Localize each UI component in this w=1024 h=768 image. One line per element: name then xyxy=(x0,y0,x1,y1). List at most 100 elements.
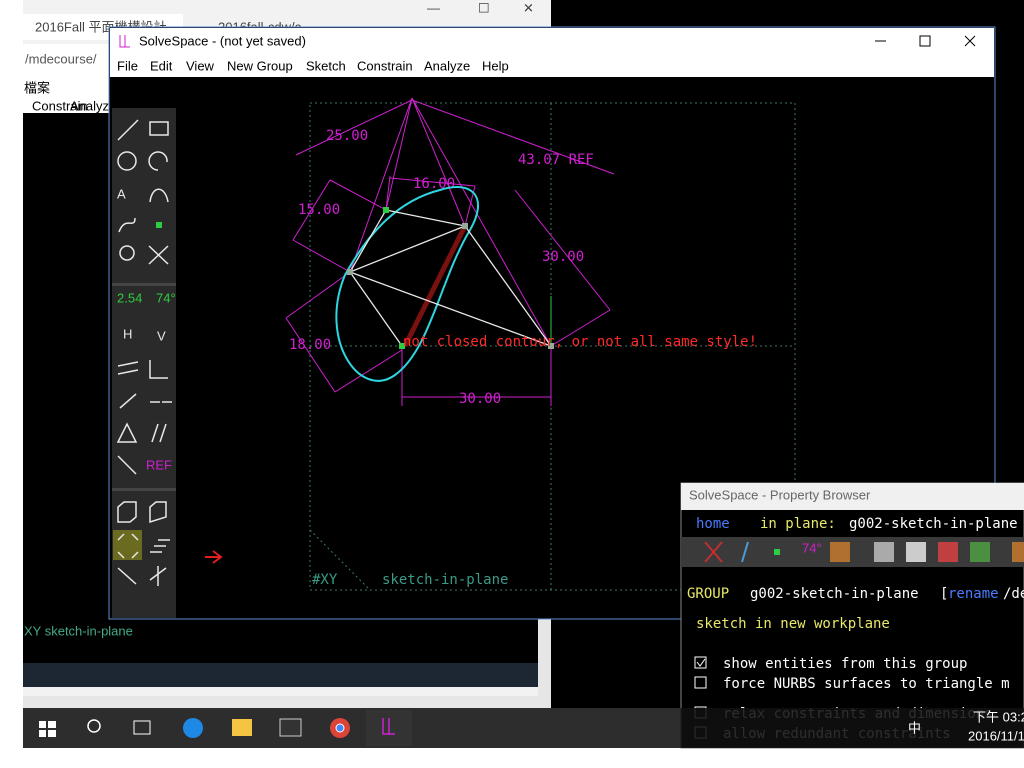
pb-icon[interactable] xyxy=(741,541,749,563)
title-bar xyxy=(110,28,994,55)
pb-icon[interactable] xyxy=(906,542,926,562)
cmd-icon[interactable] xyxy=(279,718,302,737)
menu-item[interactable]: Edit xyxy=(150,58,173,73)
pb-icon[interactable] xyxy=(938,542,958,562)
pb-icon[interactable] xyxy=(874,542,894,562)
tool-angle[interactable]: 74° xyxy=(156,290,176,305)
error-message: not closed contour, or not all same styl… xyxy=(403,334,757,350)
menu-item[interactable]: Constrain xyxy=(357,58,413,73)
tool-nearest-iso[interactable] xyxy=(117,533,139,559)
tool-ref[interactable]: REF xyxy=(146,457,172,472)
tool-rect[interactable] xyxy=(149,121,169,136)
check xyxy=(696,658,706,667)
embedded-status: XY sketch-in-plane xyxy=(24,623,133,638)
address[interactable]: /mdecourse/ xyxy=(25,51,97,66)
pb-option[interactable]: show entities from this group xyxy=(723,656,967,672)
minimize[interactable]: — xyxy=(427,0,440,15)
mini-menu: Analyze xyxy=(70,98,116,113)
pb-icon[interactable] xyxy=(970,542,990,562)
clock-time[interactable]: 下午 03:2 xyxy=(973,709,1024,724)
point[interactable] xyxy=(462,223,468,229)
maximize[interactable]: ☐ xyxy=(478,0,490,15)
close[interactable]: ✕ xyxy=(523,0,534,15)
checkbox[interactable] xyxy=(694,676,707,689)
tool-construction[interactable] xyxy=(119,245,135,261)
dimension: 30.00 xyxy=(459,391,501,407)
pb-rename[interactable]: rename xyxy=(948,586,999,602)
checkbox[interactable] xyxy=(694,656,707,669)
solvespace-window: SolveSpace - (not yet saved) File Edit V… xyxy=(108,26,996,620)
maximize[interactable] xyxy=(919,35,931,47)
point[interactable] xyxy=(399,343,405,349)
pb-title: SolveSpace - Property Browser xyxy=(689,487,871,502)
menu-item[interactable]: Sketch xyxy=(306,58,346,73)
dimension: 25.00 xyxy=(326,128,368,144)
separator xyxy=(112,283,176,286)
start-button[interactable] xyxy=(39,721,56,737)
taskbar: 中 下午 03:2 2016/11/1 xyxy=(23,708,1024,748)
point[interactable] xyxy=(347,269,353,275)
tool-vertical[interactable]: V xyxy=(157,328,166,343)
clock-date[interactable]: 2016/11/1 xyxy=(968,728,1024,743)
task-view[interactable] xyxy=(133,720,151,735)
dimension: 43.07 REF xyxy=(518,152,594,168)
tool-symmetric[interactable] xyxy=(116,422,167,443)
window-title: SolveSpace - (not yet saved) xyxy=(139,33,306,48)
dimension: 15.00 xyxy=(298,202,340,218)
tool-3d[interactable] xyxy=(117,501,167,524)
pb-home[interactable]: home xyxy=(696,516,730,532)
menu-item[interactable]: Help xyxy=(482,58,509,73)
tool-horizontal[interactable]: H xyxy=(123,326,132,341)
tool-rotate[interactable] xyxy=(149,566,167,586)
ime[interactable]: 中 xyxy=(908,720,921,735)
edge-icon[interactable] xyxy=(183,718,203,738)
pb-icon-label[interactable]: 74° xyxy=(802,540,822,555)
tool-line[interactable] xyxy=(117,119,139,141)
tool-point[interactable] xyxy=(156,222,162,228)
pb-icon[interactable] xyxy=(1012,542,1024,562)
curve xyxy=(335,185,480,382)
tool-workplane[interactable] xyxy=(117,567,137,585)
tool-text[interactable]: A xyxy=(117,186,126,201)
tool-split[interactable] xyxy=(148,245,169,265)
pb-icon[interactable] xyxy=(830,542,850,562)
tool-circle[interactable] xyxy=(117,151,137,171)
page-menu[interactable]: 檔案 xyxy=(24,80,50,95)
menu-item[interactable]: Analyze xyxy=(424,58,470,73)
red-arrow xyxy=(205,550,223,564)
search[interactable] xyxy=(87,719,101,733)
menu-bar xyxy=(110,55,994,77)
hscrollbar[interactable] xyxy=(23,696,551,708)
workplane-label: #XY xyxy=(312,572,338,588)
menu-item[interactable]: View xyxy=(186,58,215,73)
tool-step[interactable] xyxy=(150,539,170,553)
explorer-icon[interactable] xyxy=(232,719,252,736)
tool-spline[interactable] xyxy=(118,217,136,233)
tool-arc[interactable] xyxy=(148,151,168,171)
solvespace-icon xyxy=(382,718,395,735)
chrome-center xyxy=(335,723,345,733)
close[interactable] xyxy=(964,35,976,47)
point[interactable] xyxy=(548,343,554,349)
pb-rest: /de xyxy=(1003,586,1024,602)
pb-value: g002-sketch-in-plane xyxy=(849,516,1018,532)
pb-kind: sketch in new workplane xyxy=(696,616,890,632)
pb-icon[interactable] xyxy=(774,549,780,555)
point[interactable] xyxy=(383,207,389,213)
tool-coincident[interactable] xyxy=(119,393,172,409)
pb-icons xyxy=(681,537,1024,567)
dimension: 30.00 xyxy=(542,249,584,265)
pb-group-name: g002-sketch-in-plane xyxy=(750,586,919,602)
tool-active[interactable] xyxy=(113,530,142,560)
taskbar-bg xyxy=(23,708,1024,748)
menu-item[interactable]: File xyxy=(117,58,138,73)
tool-dimension[interactable]: 2.54 xyxy=(117,290,142,305)
menu-item[interactable]: New Group xyxy=(227,58,293,73)
tool-reference[interactable] xyxy=(117,455,137,475)
sketch-lines xyxy=(349,209,552,347)
tool-tangent-arc[interactable] xyxy=(149,188,169,203)
pb-option[interactable]: force NURBS surfaces to triangle m xyxy=(723,676,1010,692)
tool-parallel[interactable] xyxy=(117,360,168,379)
pb-icon[interactable] xyxy=(704,541,723,563)
